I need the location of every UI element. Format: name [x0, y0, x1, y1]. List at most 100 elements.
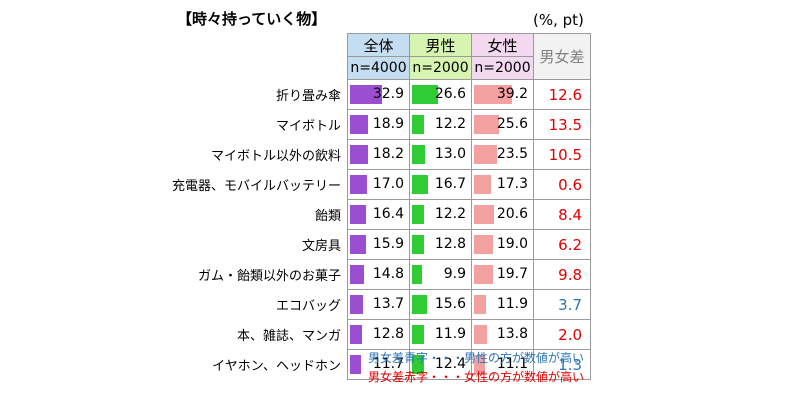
- bar-male: [412, 85, 438, 104]
- row-label: 折り畳み傘: [276, 89, 342, 104]
- row-label: 本、雑誌、マンガ: [237, 329, 342, 344]
- value-label-male: 12.8: [434, 236, 467, 252]
- value-label-female: 13.8: [496, 326, 529, 342]
- bar-female: [474, 355, 485, 374]
- value-label-female: 19.0: [496, 236, 529, 252]
- cell-all: 16.4: [347, 199, 411, 230]
- value-label-female: 11.9: [496, 296, 529, 312]
- cell-all: 32.9: [347, 79, 411, 110]
- bar-male: [412, 295, 428, 314]
- table-row: ガム・飴類以外のお菓子 14.8 9.9 19.7 9.8: [172, 259, 592, 290]
- table-row: 文房具 15.9 12.8 19.0 6.2: [172, 229, 592, 260]
- data-table: 全体 男性 女性 男女差 n=4000 n=2000 n=2000 折り畳み傘 3…: [172, 33, 592, 380]
- cell-diff: 8.4: [533, 199, 592, 230]
- header-female-n: n=2000: [471, 56, 535, 80]
- value-label-all: 17.0: [372, 176, 405, 192]
- table-row: 飴類 16.4 12.2 20.6 8.4: [172, 199, 592, 230]
- cell-female: 17.3: [471, 169, 535, 200]
- cell-all: 18.9: [347, 109, 411, 140]
- value-label-all: 32.9: [372, 86, 405, 102]
- cell-diff: 10.5: [533, 139, 592, 170]
- value-label-male: 11.9: [434, 326, 467, 342]
- cell-male: 13.0: [409, 139, 473, 170]
- value-label-all: 15.9: [372, 236, 405, 252]
- value-label-all: 16.4: [372, 206, 405, 222]
- bar-male: [412, 205, 424, 224]
- header-all: 全体: [347, 33, 411, 57]
- bar-all: [350, 235, 366, 254]
- cell-diff: 6.2: [533, 229, 592, 260]
- value-label-female: 20.6: [496, 206, 529, 222]
- row-label: マイボトル以外の飲料: [211, 149, 342, 164]
- cell-male: 15.6: [409, 289, 473, 320]
- header-row-n: n=4000 n=2000 n=2000: [172, 56, 591, 80]
- bar-female: [474, 265, 494, 284]
- bar-all: [350, 205, 366, 224]
- cell-all: 17.0: [347, 169, 411, 200]
- bar-all: [350, 265, 365, 284]
- note-blue: 男女差青字・・・男性の方が数値が高い: [368, 351, 585, 365]
- bar-all: [350, 175, 367, 194]
- chart-title: 【時々持っていく物】: [177, 10, 327, 28]
- cell-female: 39.2: [471, 79, 535, 110]
- note-red: 男女差赤字・・・女性の方が数値が高い: [368, 370, 585, 384]
- value-label-all: 14.8: [372, 266, 405, 282]
- header-male: 男性: [409, 33, 473, 57]
- value-label-male: 15.6: [434, 296, 467, 312]
- bar-all: [350, 325, 363, 344]
- cell-male: 26.6: [409, 79, 473, 110]
- cell-male: 11.9: [409, 319, 473, 350]
- bar-male: [412, 115, 424, 134]
- value-label-male: 12.4: [434, 356, 467, 372]
- row-label: ガム・飴類以外のお菓子: [198, 269, 342, 284]
- cell-female: 11.9: [471, 289, 535, 320]
- bar-all: [350, 145, 368, 164]
- header-male-n: n=2000: [409, 56, 473, 80]
- bar-male: [412, 325, 424, 344]
- cell-diff: 0.6: [533, 169, 592, 200]
- cell-diff: 1.3: [533, 349, 592, 380]
- table-row: エコバッグ 13.7 15.6 11.9 3.7: [172, 289, 592, 320]
- cell-male: 16.7: [409, 169, 473, 200]
- row-label: エコバッグ: [276, 299, 342, 314]
- row-label: 飴類: [315, 209, 342, 224]
- value-label-male: 16.7: [434, 176, 467, 192]
- value-label-female: 17.3: [496, 176, 529, 192]
- cell-all: 14.8: [347, 259, 411, 290]
- cell-male: 12.4: [409, 349, 473, 380]
- header-diff: 男女差: [533, 33, 592, 80]
- bar-female: [474, 115, 499, 134]
- header-blank: [172, 34, 348, 80]
- cell-diff: 3.7: [533, 289, 592, 320]
- bar-female: [474, 235, 493, 254]
- cell-male: 12.8: [409, 229, 473, 260]
- table-body: 折り畳み傘 32.9 26.6 39.2 12.6 マイボトル 18.9 12.2 25.6 13…: [172, 79, 592, 380]
- bar-female: [474, 145, 497, 164]
- value-label-male: 12.2: [434, 116, 467, 132]
- value-label-all: 18.9: [372, 116, 405, 132]
- value-label-female: 19.7: [496, 266, 529, 282]
- table-row: 充電器、モバイルバッテリー 17.0 16.7 17.3 0.6: [172, 169, 592, 200]
- row-label: マイボトル: [276, 119, 342, 134]
- value-label-female: 23.5: [496, 146, 529, 162]
- table-row: 本、雑誌、マンガ 12.8 11.9 13.8 2.0: [172, 319, 592, 350]
- bar-all: [350, 295, 364, 314]
- cell-female: 19.7: [471, 259, 535, 290]
- row-label: イヤホン、ヘッドホン: [212, 359, 342, 374]
- value-label-all: 11.7: [372, 356, 405, 372]
- cell-diff: 2.0: [533, 319, 592, 350]
- value-label-all: 13.7: [372, 296, 405, 312]
- header-female: 女性: [471, 33, 535, 57]
- bar-male: [412, 145, 425, 164]
- cell-diff: 12.6: [533, 79, 592, 110]
- value-label-male: 12.2: [434, 206, 467, 222]
- table-row: マイボトル 18.9 12.2 25.6 13.5: [172, 109, 592, 140]
- cell-all: 18.2: [347, 139, 411, 170]
- cell-male: 9.9: [409, 259, 473, 290]
- row-label: 充電器、モバイルバッテリー: [172, 179, 342, 194]
- bar-all: [350, 85, 383, 104]
- header-all-n: n=4000: [347, 56, 411, 80]
- cell-female: 19.0: [471, 229, 535, 260]
- bar-female: [474, 85, 513, 104]
- value-label-all: 12.8: [372, 326, 405, 342]
